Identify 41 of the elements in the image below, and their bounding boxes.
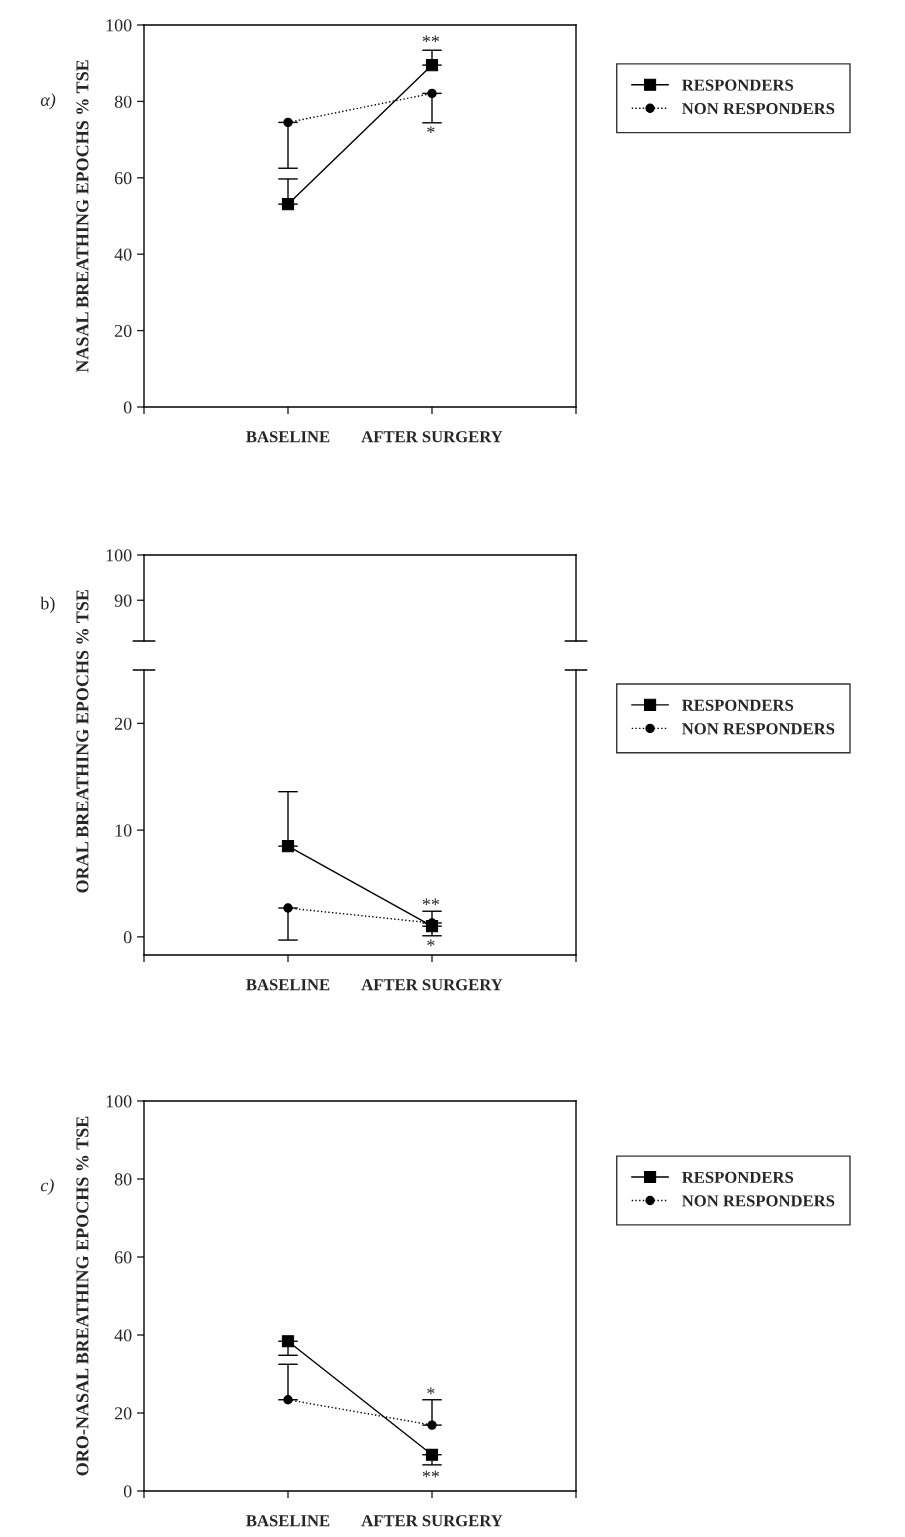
y-tick-label: 20 bbox=[114, 1407, 132, 1420]
legend-label: RESPONDERS bbox=[682, 79, 794, 91]
y-tick-label: 20 bbox=[114, 717, 132, 730]
y-tick-label: 40 bbox=[114, 1329, 132, 1342]
legend-label: NON RESPONDERS bbox=[682, 723, 835, 735]
x-tick-label: AFTER SURGERY bbox=[361, 1515, 503, 1527]
y-tick-label: 0 bbox=[123, 1485, 132, 1498]
y-tick-label: 90 bbox=[114, 594, 132, 607]
text: α) bbox=[40, 93, 56, 110]
legend-label: RESPONDERS bbox=[682, 699, 794, 711]
y-axis-title: ORO-NASAL BREATHING EPOCHS % TSE bbox=[76, 1116, 89, 1476]
y-tick-label: 60 bbox=[114, 1251, 132, 1264]
y-tick-label: 10 bbox=[115, 824, 132, 837]
y-axis-title: ORAL BREATHING EPOCHS % TSE bbox=[76, 589, 89, 893]
annotation: ** bbox=[422, 1470, 440, 1478]
annotation: * bbox=[427, 126, 435, 134]
y-tick-label: 80 bbox=[114, 1173, 132, 1186]
legend-label: NON RESPONDERS bbox=[682, 1195, 835, 1207]
y-tick-label: 0 bbox=[123, 401, 132, 414]
x-tick-label: BASELINE bbox=[246, 979, 330, 991]
annotation: * bbox=[427, 939, 435, 947]
x-tick-label: AFTER SURGERY bbox=[361, 979, 503, 991]
y-tick-label: 100 bbox=[106, 19, 132, 32]
y-tick-label: 100 bbox=[106, 549, 132, 562]
x-tick-label: AFTER SURGERY bbox=[361, 431, 503, 443]
legend-label: RESPONDERS bbox=[682, 1171, 794, 1183]
annotation: ** bbox=[422, 35, 440, 43]
text: c) bbox=[40, 1178, 54, 1195]
x-tick-label: BASELINE bbox=[246, 431, 330, 443]
y-tick-label: 20 bbox=[114, 324, 132, 338]
y-axis-title: NASAL BREATHING EPOCHS % TSE bbox=[76, 60, 89, 373]
x-tick-label: BASELINE bbox=[246, 1515, 330, 1527]
y-tick-label: 100 bbox=[106, 1095, 132, 1108]
legend-label: NON RESPONDERS bbox=[682, 103, 835, 115]
annotation: ** bbox=[422, 898, 440, 906]
y-tick-label: 40 bbox=[114, 248, 132, 261]
y-tick-label: 80 bbox=[114, 95, 132, 108]
text: b) bbox=[40, 596, 55, 614]
y-tick-label: 60 bbox=[114, 172, 132, 185]
y-tick-label: 0 bbox=[123, 931, 132, 944]
annotation: * bbox=[427, 1387, 435, 1395]
